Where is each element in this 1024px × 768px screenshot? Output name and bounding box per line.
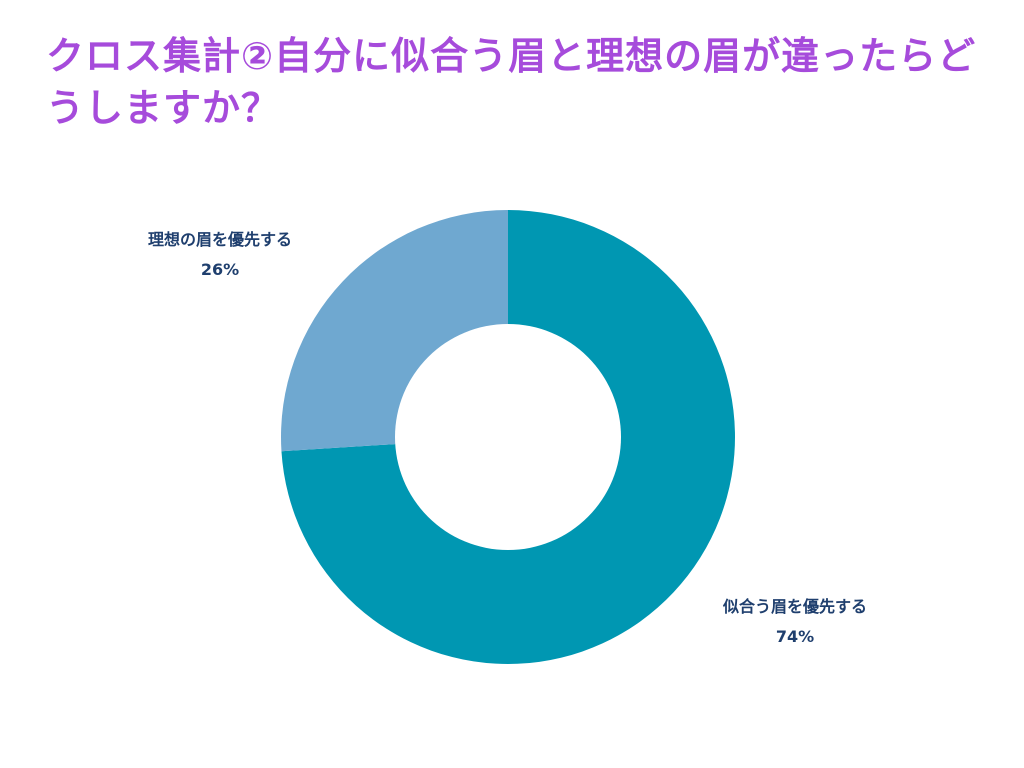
slice-value-2: 26% xyxy=(201,260,239,279)
donut-hole xyxy=(395,324,621,550)
chart-title: クロス集計②自分に似合う眉と理想の眉が違ったらどうしますか？ xyxy=(46,34,977,130)
slice-label-2: 理想の眉を優先する xyxy=(148,230,292,249)
labels-layer: 似合う眉を優先する 74% 理想の眉を優先する 26% xyxy=(148,230,867,646)
slice-value-1: 74% xyxy=(776,627,814,646)
slice-label-1: 似合う眉を優先する xyxy=(722,597,867,616)
